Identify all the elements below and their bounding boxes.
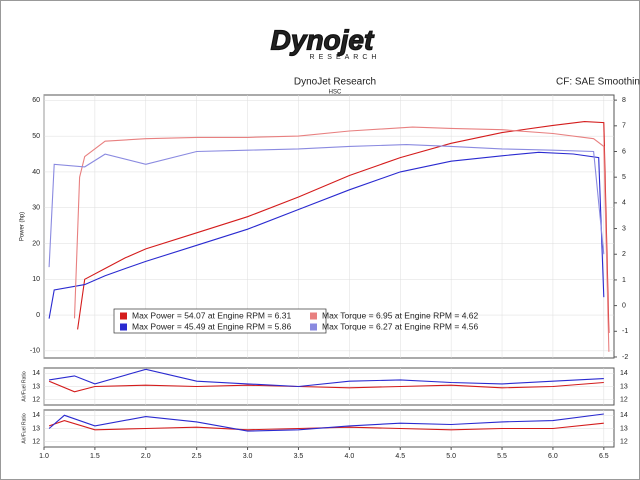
- y-axis-label: Power (hp): [20, 212, 26, 241]
- series-line: [49, 368, 604, 388]
- x-tick-label: 5.0: [446, 453, 456, 460]
- chart-subtitle: HSC: [329, 90, 342, 96]
- y-tick-label: 12: [32, 397, 40, 404]
- logo-sub: RESEARCH: [310, 54, 381, 61]
- y-tick-label-right: 13: [620, 383, 628, 390]
- y-tick-label: 0: [36, 312, 40, 319]
- y-tick-label: 13: [32, 425, 40, 432]
- y-tick-label-right: 12: [620, 397, 628, 404]
- legend-swatch: [310, 323, 317, 331]
- series-line: [48, 420, 604, 431]
- legend-label: Max Power = 54.07 at Engine RPM = 6.31: [132, 310, 292, 320]
- y-tick-label: 60: [32, 97, 40, 104]
- x-tick-label: 4.5: [395, 453, 405, 460]
- y2-tick-label: 0: [622, 302, 626, 309]
- x-tick-label: 6.0: [548, 453, 558, 460]
- y-axis-label: Air/Fuel Ratio: [21, 413, 27, 444]
- series-line: [48, 151, 605, 319]
- legend-label: Max Power = 45.49 at Engine RPM = 5.86: [132, 321, 292, 331]
- y-tick-label: 12: [32, 439, 40, 446]
- y-tick-label: 14: [32, 412, 40, 419]
- legend-swatch: [120, 323, 127, 331]
- y-tick-label: 14: [32, 370, 40, 377]
- x-tick-label: 6.5: [599, 453, 609, 460]
- y-axis-label: Air/Fuel Ratio: [21, 371, 27, 402]
- y-tick-label-right: 14: [620, 412, 628, 419]
- y-tick-label-right: 14: [620, 370, 628, 377]
- y2-tick-label: -2: [622, 354, 628, 361]
- y-tick-label: 50: [32, 133, 40, 140]
- y2-tick-label: 1: [622, 277, 626, 284]
- y2-tick-label: 8: [622, 97, 626, 104]
- y-tick-label: 13: [32, 383, 40, 390]
- y-tick-label: 40: [32, 169, 40, 176]
- chart-title: DynoJet Research: [294, 77, 376, 88]
- y-tick-label: 20: [32, 240, 40, 247]
- x-tick-label: 1.0: [39, 453, 49, 460]
- x-tick-label: 1.5: [90, 453, 100, 460]
- y-tick-label-right: 13: [620, 425, 628, 432]
- y-tick-label: 10: [32, 276, 40, 283]
- y-tick-label: 30: [32, 205, 40, 212]
- series-line: [73, 126, 610, 352]
- x-tick-label: 3.5: [294, 453, 304, 460]
- y2-tick-label: 7: [622, 123, 626, 130]
- series-line: [77, 121, 610, 334]
- x-tick-label: 2.5: [192, 453, 202, 460]
- legend-box: [113, 308, 327, 334]
- y2-tick-label: -1: [622, 328, 628, 335]
- y2-tick-label: 6: [622, 148, 626, 155]
- x-tick-label: 2.0: [141, 453, 151, 460]
- legend-label: Max Torque = 6.27 at Engine RPM = 4.56: [322, 321, 479, 331]
- y-tick-label-right: 12: [620, 439, 628, 446]
- logo: Dynojet: [271, 24, 375, 55]
- series-line: [48, 144, 605, 268]
- y-tick-label: -10: [30, 348, 40, 355]
- y2-tick-label: 2: [622, 251, 626, 258]
- x-tick-label: 3.0: [243, 453, 253, 460]
- y2-tick-label: 5: [622, 174, 626, 181]
- legend-swatch: [120, 312, 127, 320]
- x-tick-label: 4.0: [344, 453, 354, 460]
- legend-label: Max Torque = 6.95 at Engine RPM = 4.62: [322, 310, 479, 320]
- x-tick-label: 5.5: [497, 453, 507, 460]
- corner-text: CF: SAE Smoothing: 5: [556, 77, 640, 88]
- y2-tick-label: 4: [622, 200, 626, 207]
- series-line: [48, 413, 604, 432]
- y2-tick-label: 3: [622, 225, 626, 232]
- legend-swatch: [310, 312, 317, 320]
